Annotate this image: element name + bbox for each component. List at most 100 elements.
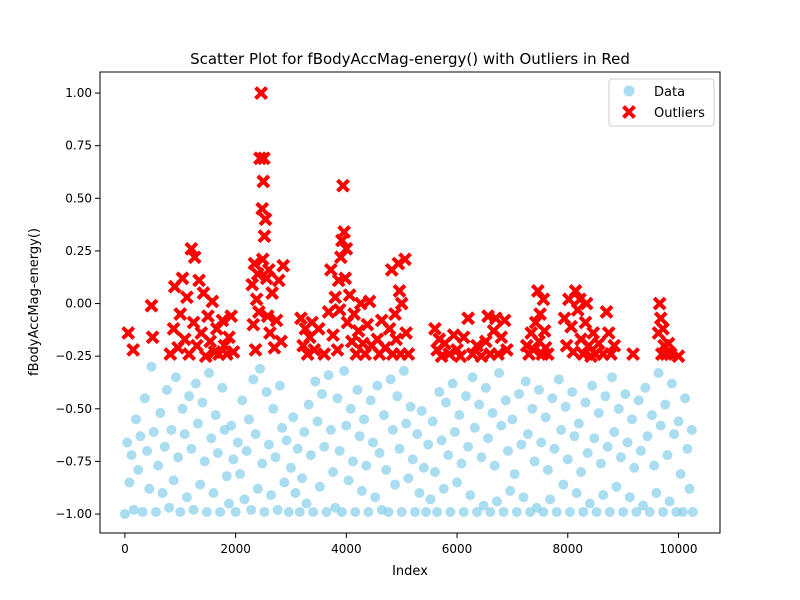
data-point [662, 450, 673, 461]
data-point [547, 393, 558, 404]
data-point [595, 458, 606, 469]
data-point [425, 494, 436, 505]
data-point [285, 462, 296, 473]
outlier-point [607, 338, 622, 353]
data-point [607, 372, 618, 383]
data-point [398, 365, 409, 376]
legend-data-marker [623, 85, 635, 97]
data-point [372, 380, 383, 391]
outlier-point [494, 330, 509, 345]
data-point [308, 506, 319, 517]
data-point [281, 435, 292, 446]
data-point [624, 492, 635, 503]
data-point [443, 450, 454, 461]
outlier-point [179, 290, 194, 305]
data-point [409, 506, 420, 517]
outlier-point [258, 212, 273, 227]
outlier-point [362, 294, 377, 309]
data-point [316, 389, 327, 400]
outlier-point [499, 342, 514, 357]
data-point [339, 365, 350, 376]
data-point [272, 504, 283, 515]
y-tick-label: 0.50 [65, 191, 92, 205]
y-axis-label: fBodyAccMag-energy() [27, 228, 42, 376]
data-point [556, 424, 567, 435]
data-point [343, 475, 354, 486]
data-point [297, 473, 308, 484]
outlier-point [599, 305, 614, 319]
outlier-point [540, 347, 555, 361]
data-point [416, 405, 427, 416]
data-point [241, 445, 252, 456]
y-tick-label: −1.00 [55, 507, 92, 521]
data-point [434, 386, 445, 397]
legend-outlier-marker [622, 105, 636, 119]
data-point [405, 401, 416, 412]
outlier-point [537, 324, 552, 338]
data-point [332, 393, 343, 404]
data-point [629, 462, 640, 473]
y-tick-label: −0.50 [55, 402, 92, 416]
data-point [578, 506, 589, 517]
x-tick-label: 8000 [552, 542, 583, 556]
data-point [190, 378, 201, 389]
data-point [237, 395, 248, 406]
data-point [502, 445, 513, 456]
outlier-point [177, 332, 192, 347]
data-point [403, 473, 414, 484]
data-point [161, 384, 172, 395]
data-point [301, 498, 312, 509]
outlier-point [332, 302, 347, 317]
outlier-point [659, 347, 674, 361]
data-point [666, 378, 677, 389]
data-point [429, 466, 440, 477]
data-point [319, 441, 330, 452]
legend-outliers-label: Outliers [654, 106, 705, 121]
data-point [545, 494, 556, 505]
data-point [602, 441, 613, 452]
outlier-point [533, 307, 548, 321]
outlier-point [497, 313, 512, 328]
outlier-point [586, 326, 601, 340]
outlier-point [653, 311, 668, 326]
data-point [538, 506, 549, 517]
outlier-point [604, 347, 618, 361]
outlier-point [256, 174, 271, 189]
x-tick-label: 0 [121, 542, 129, 556]
data-point [252, 483, 263, 494]
outlier-point [579, 296, 594, 311]
data-point [505, 485, 516, 496]
data-point [356, 485, 367, 496]
outlier-point [564, 319, 579, 334]
data-point [527, 403, 538, 414]
outlier-point [338, 271, 353, 286]
outlier-point [251, 305, 266, 319]
outlier-point [257, 229, 272, 244]
outlier-point [276, 258, 291, 273]
axes-frame [99, 71, 721, 534]
legend-box [608, 78, 715, 127]
data-point [631, 506, 642, 517]
outlier-point [566, 345, 581, 359]
data-point [633, 395, 644, 406]
data-point [491, 496, 502, 507]
data-point [208, 488, 219, 499]
outlier-point [274, 334, 288, 349]
data-point [609, 426, 620, 437]
data-point [133, 464, 144, 475]
data-point [520, 376, 531, 387]
data-point [638, 500, 649, 511]
data-point [201, 506, 212, 517]
outlier-point [330, 342, 345, 357]
data-point [396, 506, 407, 517]
data-point [232, 437, 243, 448]
data-point [164, 502, 175, 513]
data-point [573, 418, 584, 429]
data-point [197, 397, 208, 408]
data-point [235, 469, 246, 480]
outlier-point [269, 313, 284, 328]
data-point [119, 509, 130, 520]
outlier-point [456, 330, 471, 345]
data-point [589, 433, 600, 444]
